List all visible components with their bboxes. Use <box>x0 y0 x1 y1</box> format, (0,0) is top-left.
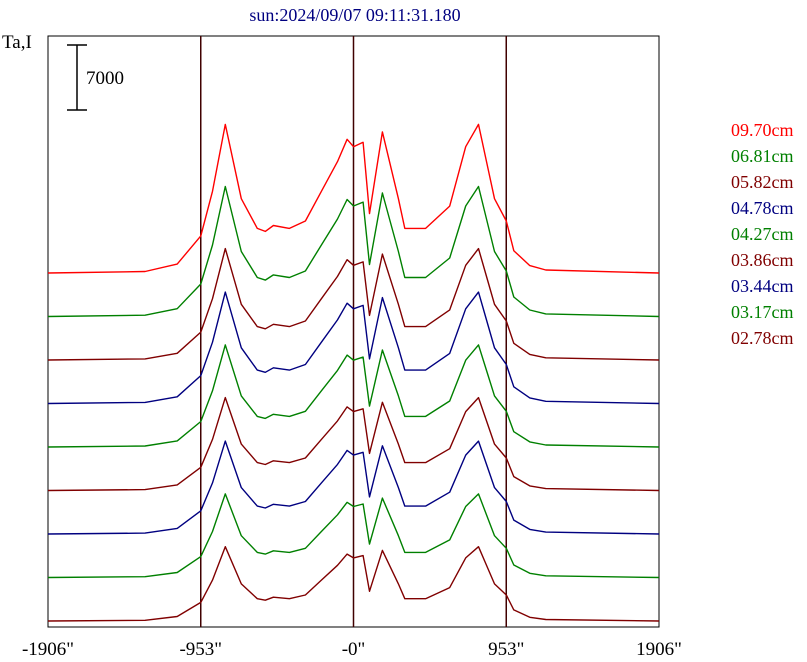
trace-02.78cm <box>47 546 660 622</box>
scale-bar <box>67 44 87 111</box>
legend-entry-4: 04.27cm <box>731 224 794 244</box>
trace-04.78cm <box>47 291 660 405</box>
x-tick-label-0: -1906" <box>22 639 74 660</box>
chart-title: sun:2024/09/07 09:11:31.180 <box>249 5 460 25</box>
trace-03.86cm <box>47 396 660 492</box>
scale-bar-label: 7000 <box>86 68 124 89</box>
reference-lines <box>200 36 507 627</box>
y-axis-label: Ta,I <box>2 32 32 53</box>
legend-entry-7: 03.17cm <box>731 302 794 322</box>
x-tick-label-1: -953" <box>179 639 222 660</box>
legend-entry-2: 05.82cm <box>731 172 794 192</box>
legend-entry-0: 09.70cm <box>731 120 794 140</box>
x-tick-labels: -1906" -953" -0" 953" 1906" <box>22 639 682 660</box>
legend-entry-5: 03.86cm <box>731 250 794 270</box>
trace-09.70cm <box>47 123 660 274</box>
x-tick-label-4: 1906" <box>636 639 682 660</box>
x-tick-label-3: 953" <box>488 639 524 660</box>
trace-03.17cm <box>47 493 660 579</box>
legend-entry-8: 02.78cm <box>731 328 794 348</box>
legend-entry-1: 06.81cm <box>731 146 794 166</box>
legend-entry-6: 03.44cm <box>731 276 794 296</box>
trace-05.82cm <box>47 247 660 361</box>
legend: 09.70cm 06.81cm 05.82cm 04.78cm 04.27cm 03.86… <box>731 120 794 348</box>
trace-04.27cm <box>47 344 660 448</box>
trace-06.81cm <box>47 185 660 318</box>
legend-entry-3: 04.78cm <box>731 198 794 218</box>
trace-03.44cm <box>47 440 660 535</box>
x-tick-label-2: -0" <box>342 639 366 660</box>
spectral-traces <box>47 123 660 622</box>
